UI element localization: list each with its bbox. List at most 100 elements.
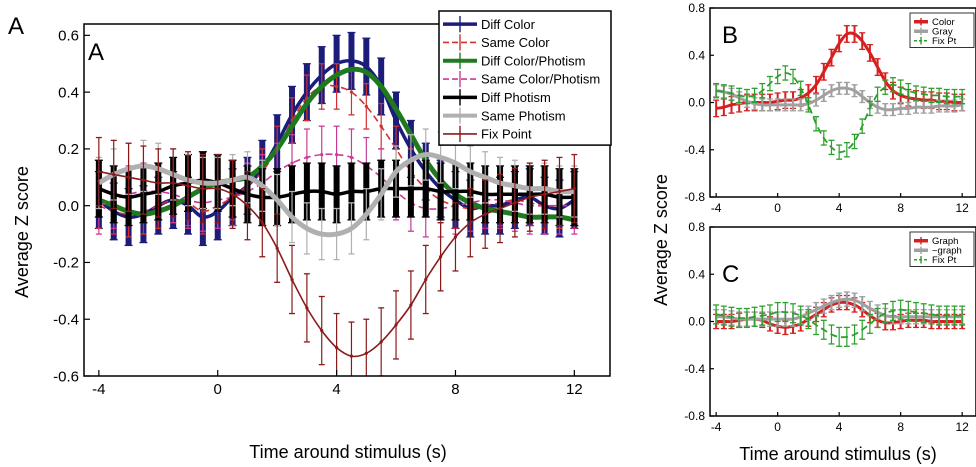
chart-a-legend-label: Same Photism xyxy=(481,108,566,123)
chart-a-xtick-label: 0 xyxy=(214,381,222,398)
chart-a-data-point xyxy=(334,346,339,350)
chart-a-legend-label: Diff Color/Photism xyxy=(481,53,586,68)
chart-b-legend-item: Fix Pt xyxy=(914,36,957,47)
panel-letter-a-outer: A xyxy=(8,13,24,40)
chart-b-series-2 xyxy=(713,65,966,160)
chart-a-xtick-label: 12 xyxy=(566,381,583,398)
chart-c-xtick-label: 4 xyxy=(836,420,843,434)
chart-a-data-point xyxy=(290,161,294,165)
chart-c-legend-label: Graph xyxy=(932,236,958,247)
chart-a-legend-label: Same Color xyxy=(481,35,550,50)
chart-a-data-point xyxy=(305,155,309,160)
chart-b-ytick-label: 0.8 xyxy=(688,1,705,15)
chart-a-legend-label: Diff Color xyxy=(481,17,536,32)
chart-a-data-point xyxy=(320,328,324,333)
chart-a-legend-label: Diff Photism xyxy=(481,90,551,105)
chart-c-legend-label: Fix Pt xyxy=(932,255,957,266)
chart-c-xtick-label: -4 xyxy=(711,420,722,434)
chart-a-series-line xyxy=(98,178,575,200)
chart-a-data-point xyxy=(379,340,383,344)
chart-c-series-line xyxy=(716,308,963,339)
chart-a-frame xyxy=(83,23,611,377)
chart-a-data-point xyxy=(216,187,220,191)
chart-a-data-point xyxy=(453,235,458,239)
chart-a-data-point xyxy=(528,195,532,199)
chart-b-ytick-label: -0.8 xyxy=(684,190,705,204)
chart-a-series-line xyxy=(97,152,575,238)
chart-a-xtick-label: 8 xyxy=(451,381,459,398)
chart-a-data-point xyxy=(364,351,368,355)
chart-c-ytick-label: 0.4 xyxy=(688,267,705,281)
chart-a-series-line xyxy=(98,153,575,210)
chart-bc-ylabel: Average Z score xyxy=(651,174,671,306)
chart-a-ylabel: Average Z score xyxy=(12,166,32,298)
chart-c-xtick-label: 0 xyxy=(774,420,781,434)
chart-a-legend-item: Same Color xyxy=(443,34,550,51)
chart-a-data-point xyxy=(483,212,487,216)
chart-a-xlabel: Time around stimulus (s) xyxy=(249,442,446,462)
chart-b-legend-label: Gray xyxy=(932,27,953,38)
chart-a-data-point xyxy=(349,155,354,160)
chart-c-series-2 xyxy=(713,299,966,347)
chart-b-legend-item: Gray xyxy=(914,27,953,38)
chart-b-series-line xyxy=(715,86,963,112)
chart-b-xtick-label: 0 xyxy=(774,201,781,215)
chart-a-data-point xyxy=(186,184,190,188)
chart-a-legend-item: Diff Color/Photism xyxy=(443,52,586,69)
chart-a-data-point xyxy=(498,206,502,211)
chart-a-data-point xyxy=(141,178,146,182)
chart-c-plot-area xyxy=(713,291,966,347)
chart-a-data-point xyxy=(171,181,175,185)
chart-b-plot-area xyxy=(713,25,966,160)
chart-a-data-point xyxy=(320,152,324,157)
chart-a-data-point xyxy=(468,221,472,225)
chart-a-legend-item: Diff Color xyxy=(443,16,536,33)
chart-a-data-point xyxy=(572,187,576,191)
chart-a-ytick-label: -0.4 xyxy=(53,311,79,328)
chart-c-ytick-label: 0.8 xyxy=(688,220,705,234)
chart-c-legend-item: Graph xyxy=(914,236,958,247)
chart-c-legend-item: Fix Pt xyxy=(914,255,957,266)
chart-b-xtick-label: 4 xyxy=(836,201,843,215)
chart-a-legend-item: Diff Photism xyxy=(443,89,551,106)
chart-b-ytick-label: 0.4 xyxy=(688,48,705,62)
chart-a-data-point xyxy=(334,152,339,157)
chart-b-xtick-label: -4 xyxy=(711,201,722,215)
chart-c-legend-item: ~graph xyxy=(914,246,962,257)
chart-c-ytick-label: -0.4 xyxy=(684,362,705,376)
chart-a-series-6 xyxy=(95,136,578,376)
chart-a-data-point xyxy=(349,354,354,358)
panel-letter-c: C xyxy=(722,261,739,288)
chart-b-ytick-label: 0.0 xyxy=(688,96,705,110)
chart-a-data-point xyxy=(305,306,309,310)
chart-a-data-point xyxy=(126,175,131,179)
chart-b-series-line xyxy=(716,72,963,154)
chart-a-data-point xyxy=(334,84,339,89)
chart-a-ytick-label: 0.4 xyxy=(58,84,79,101)
chart-a-legend-label: Same Color/Photism xyxy=(481,72,600,87)
chart-b-xtick-label: 8 xyxy=(897,201,904,215)
chart-b-legend-label: Fix Pt xyxy=(932,36,957,47)
chart-a-legend-item: Same Color/Photism xyxy=(443,70,600,88)
chart-a-data-point xyxy=(424,277,428,282)
chart-a-data-point xyxy=(245,204,250,208)
chart-a-data-point xyxy=(513,201,517,205)
chart-a-ytick-label: 0.2 xyxy=(58,141,79,158)
chart-a-legend: Diff Color Same Color Diff Color/Photism Sa… xyxy=(438,10,612,146)
chart-c-ytick-label: -0.8 xyxy=(684,409,705,423)
chart-c-legend-label: ~graph xyxy=(932,246,962,257)
chart-c-xlabel: Time around stimulus (s) xyxy=(739,444,936,464)
panel-letter-a-inner: A xyxy=(88,39,104,66)
chart-a-ytick-label: -0.2 xyxy=(53,255,79,272)
chart-a-xtick-label: 4 xyxy=(332,381,340,398)
chart-a-ytick-label: -0.6 xyxy=(53,368,79,385)
chart-a-data-point xyxy=(364,104,368,108)
chart-a-data-point xyxy=(201,187,205,191)
chart-a-data-point xyxy=(349,90,354,94)
chart-a-data-point xyxy=(543,192,547,196)
